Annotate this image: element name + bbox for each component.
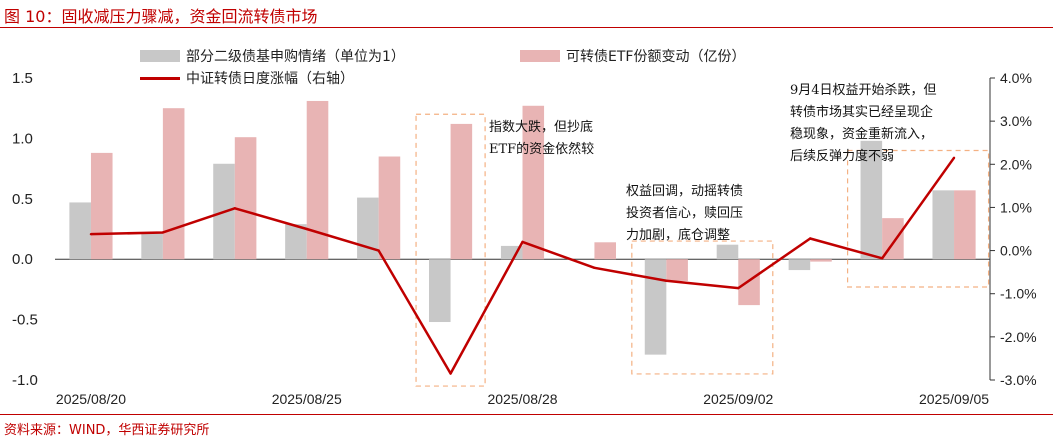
y2-tick-label: -3.0% xyxy=(1000,372,1037,388)
line-point xyxy=(593,266,596,270)
source-divider xyxy=(0,414,1053,415)
legend-label-line: 中证转债日度涨幅（右轴） xyxy=(186,71,354,87)
bar-pink xyxy=(666,259,688,281)
bar-pink xyxy=(378,156,401,260)
bar-gray xyxy=(429,259,451,323)
bar-pink xyxy=(810,259,832,262)
title-divider xyxy=(0,27,1053,28)
bar-gray xyxy=(932,190,955,260)
annotation-2-line-3: 力加剧，底仓调整 xyxy=(626,228,731,243)
y-tick-label: 1.5 xyxy=(12,70,33,87)
y2-tick-label: 3.0% xyxy=(1000,113,1032,129)
bar-pink xyxy=(522,105,545,260)
x-tick-label: 2025/09/05 xyxy=(919,391,989,407)
annotation-box xyxy=(846,149,990,288)
x-tick-label: 2025/08/20 xyxy=(56,391,126,407)
bar-pink xyxy=(162,108,185,260)
bar-gray xyxy=(141,232,163,260)
bar-pink xyxy=(90,152,113,260)
annotation-1-line-1: 指数大跌，但抄底 xyxy=(489,120,594,135)
annotation-3-line-4: 后续反弹力度不弱 xyxy=(790,149,895,164)
bar-gray xyxy=(285,224,307,260)
annotation-3-line-1: 9月4日权益开始杀跌，但 xyxy=(790,83,937,98)
annotation-box xyxy=(415,113,486,387)
y-tick-label: 0.5 xyxy=(12,191,33,208)
legend-item-line: 中证转债日度涨幅（右轴） xyxy=(140,68,354,88)
bar-gray xyxy=(644,259,667,355)
y2-tick-label: 0.0% xyxy=(1000,243,1032,259)
legend-label-pink: 可转债ETF份额变动（亿份） xyxy=(566,49,746,65)
legend-swatch-gray xyxy=(140,50,180,62)
legend-label-gray: 部分二级债基申购情绪（单位为1） xyxy=(186,49,405,65)
annotation-3-line-2: 转债市场其实已经呈现企 xyxy=(790,105,934,120)
annotation-3-line-3: 稳现象，资金重新流入， xyxy=(790,127,934,142)
line-point xyxy=(161,231,165,234)
bar-pink xyxy=(450,123,473,260)
y-tick-label: -0.5 xyxy=(12,312,38,329)
line-point xyxy=(233,207,237,210)
y2-tick-label: 2.0% xyxy=(1000,156,1032,172)
x-tick-label: 2025/08/28 xyxy=(487,391,557,407)
line-point xyxy=(737,286,740,290)
bars-layer xyxy=(69,100,976,355)
line-point xyxy=(952,156,956,160)
y-tick-label: 1.0 xyxy=(12,130,33,147)
annotation-2-line-1: 权益回调，动摇转债 xyxy=(626,184,744,199)
legend-swatch-line xyxy=(140,76,180,80)
line-point xyxy=(377,249,380,252)
line-point xyxy=(880,257,884,260)
annotation-boxes xyxy=(415,113,990,387)
y2-tick-label: 4.0% xyxy=(1000,70,1032,86)
tick-labels: 1.5 1.0 0.5 0.0 -0.5 -1.0 4.0% 3.0% 2.0% 1.0% 0.0%… xyxy=(12,70,1037,407)
bar-pink xyxy=(234,137,257,260)
y-tick-label: 0.0 xyxy=(12,251,33,268)
source-note: 资料来源：WIND，华西证券研究所 xyxy=(4,423,210,438)
annotation-box xyxy=(631,240,774,375)
annotation-text-2: 权益回调，动摇转债 投资者信心，赎回压 力加剧，底仓调整 xyxy=(626,181,743,247)
chart-title: 图 10：固收减压力骤减，资金回流转债市场 xyxy=(4,7,318,26)
x-tick-label: 2025/09/02 xyxy=(703,391,773,407)
bar-gray xyxy=(788,259,811,271)
legend-item-gray: 部分二级债基申购情绪（单位为1） xyxy=(140,46,405,66)
line-point xyxy=(449,372,452,375)
annotation-1-line-2: ETF的资金依然较 xyxy=(489,142,595,157)
annotation-text-3: 9月4日权益开始杀跌，但 转债市场其实已经呈现企 稳现象，资金重新流入， 后续反… xyxy=(790,80,937,168)
y2-tick-label: 1.0% xyxy=(1000,199,1032,215)
y2-tick-label: -2.0% xyxy=(1000,329,1037,345)
bar-gray xyxy=(860,140,883,260)
bar-gray xyxy=(716,244,739,260)
y-tick-label: -1.0 xyxy=(12,372,38,389)
line-point xyxy=(89,232,93,236)
line-point xyxy=(521,240,524,244)
line-point xyxy=(808,237,812,240)
x-tick-label: 2025/08/25 xyxy=(272,391,342,407)
legend-item-pink: 可转债ETF份额变动（亿份） xyxy=(520,46,745,66)
annotation-text-1: 指数大跌，但抄底 ETF的资金依然较 xyxy=(489,117,594,161)
y2-tick-label: -1.0% xyxy=(1000,286,1037,302)
line-point xyxy=(665,279,668,282)
annotation-2-line-2: 投资者信心，赎回压 xyxy=(626,206,744,221)
bar-pink xyxy=(306,100,329,260)
bar-pink xyxy=(594,242,616,260)
bar-pink xyxy=(954,190,976,260)
line-layer xyxy=(89,156,956,375)
legend-swatch-pink xyxy=(520,50,560,62)
line-point xyxy=(305,227,308,231)
bar-gray xyxy=(357,197,379,260)
bar-gray xyxy=(69,202,91,260)
